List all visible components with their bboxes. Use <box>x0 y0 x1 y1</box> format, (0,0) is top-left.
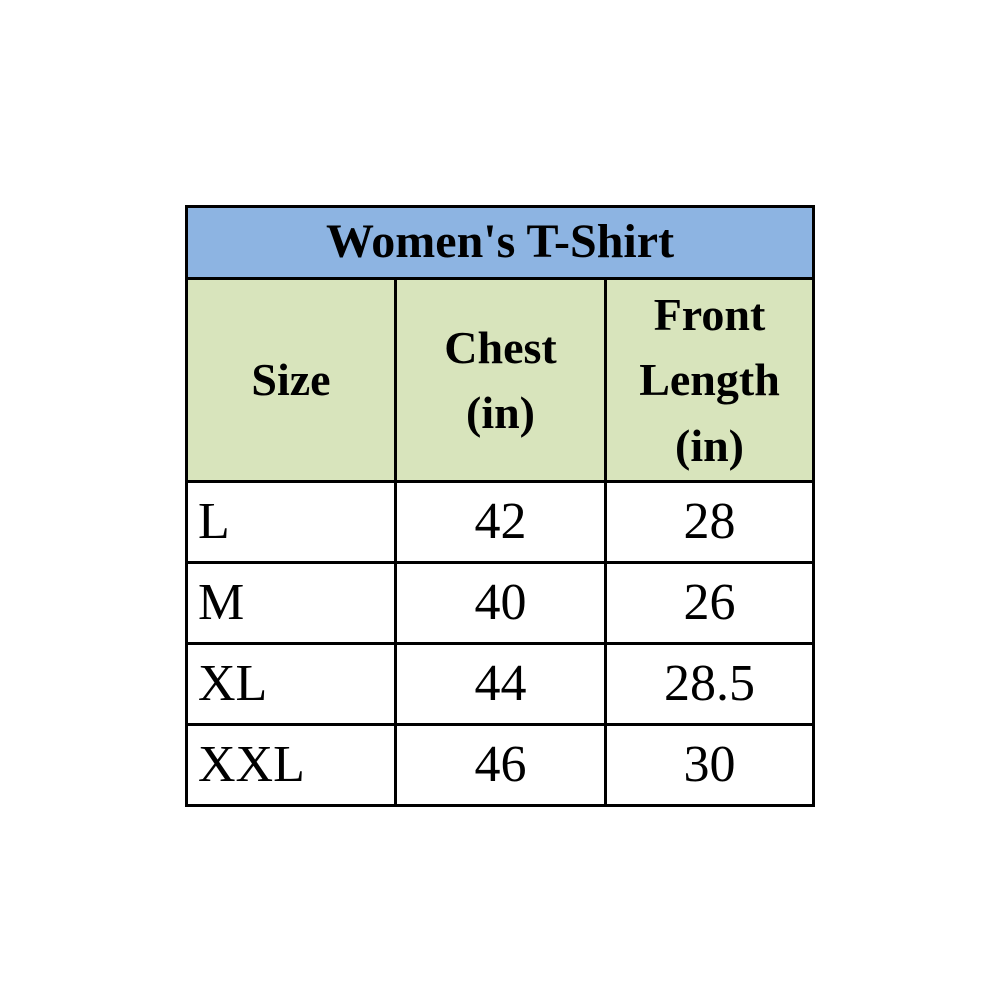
table-row: M 40 26 <box>185 561 815 645</box>
front-length-cell: 28 <box>604 480 815 564</box>
chest-cell: 46 <box>394 723 607 807</box>
column-header-size: Size <box>185 277 397 483</box>
column-header-front-length: Front Length (in) <box>604 277 815 483</box>
front-length-cell: 30 <box>604 723 815 807</box>
chest-cell: 40 <box>394 561 607 645</box>
size-cell: M <box>185 561 397 645</box>
table-title-row: Women's T-Shirt <box>185 205 815 280</box>
front-length-cell: 28.5 <box>604 642 815 726</box>
size-cell: XXL <box>185 723 397 807</box>
chest-cell: 42 <box>394 480 607 564</box>
chest-cell: 44 <box>394 642 607 726</box>
table-row: XL 44 28.5 <box>185 642 815 726</box>
size-chart-table: Women's T-Shirt Size Chest (in) Front Le… <box>185 205 815 807</box>
size-cell: L <box>185 480 397 564</box>
size-cell: XL <box>185 642 397 726</box>
column-header-chest: Chest (in) <box>394 277 607 483</box>
table-header-row: Size Chest (in) Front Length (in) <box>185 277 815 483</box>
table-row: L 42 28 <box>185 480 815 564</box>
table-row: XXL 46 30 <box>185 723 815 807</box>
front-length-cell: 26 <box>604 561 815 645</box>
table-title: Women's T-Shirt <box>185 205 815 280</box>
